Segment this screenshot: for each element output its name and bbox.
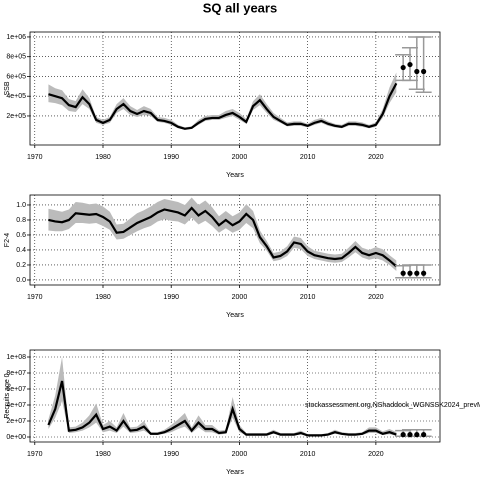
projection-point [414, 68, 420, 75]
y-tick-label: 1e+06 [6, 34, 26, 41]
confidence-band [48, 197, 397, 271]
y-tick-label: 8e+05 [6, 54, 26, 61]
x-axis-label: Years [226, 312, 244, 319]
x-tick-label: 2000 [232, 154, 248, 161]
figure-title: SQ all years [203, 0, 277, 15]
x-tick-label: 1990 [163, 451, 179, 458]
x-axis-label: Years [226, 172, 244, 179]
y-tick-label: 1.0 [16, 202, 26, 209]
plot-frame [29, 194, 441, 286]
y-tick-label: 0.0 [16, 277, 26, 284]
y-axis-label: Recruits age 0 [4, 373, 11, 418]
projection-point [400, 270, 406, 276]
x-tick-label: 2000 [232, 451, 248, 458]
projection-point [407, 270, 413, 276]
y-tick-label: 1e+08 [6, 354, 26, 361]
y-tick-label: 8e+07 [6, 370, 26, 377]
projection-point [414, 270, 420, 276]
x-tick-label: 1980 [95, 154, 111, 161]
projection-point [414, 432, 420, 438]
annotation: stockassessment.org,NShaddock_WGNSSK2024… [305, 402, 480, 409]
y-tick-label: 0e+00 [6, 434, 26, 441]
y-axis-label: F2-4 [4, 233, 11, 248]
y-axis-label: SSB [4, 81, 11, 95]
x-tick-label: 1970 [27, 294, 43, 301]
x-tick-label: 2020 [368, 451, 384, 458]
y-tick-label: 2e+05 [6, 113, 26, 120]
projection-point [421, 270, 427, 276]
x-tick-label: 2020 [368, 294, 384, 301]
plot-frame [29, 31, 441, 146]
projection-point [421, 432, 427, 438]
y-tick-label: 0.4 [16, 247, 26, 254]
x-tick-label: 2020 [368, 154, 384, 161]
estimate-line [47, 380, 397, 437]
y-tick-label: 2e+07 [6, 418, 26, 425]
projection-point [407, 432, 413, 438]
projection-point [400, 432, 406, 438]
x-axis-label: Years [226, 469, 244, 476]
projection-point [400, 64, 406, 71]
x-tick-label: 1990 [163, 294, 179, 301]
x-tick-label: 1970 [27, 154, 43, 161]
plot-frame [29, 349, 441, 443]
y-tick-label: 6e+07 [6, 386, 26, 393]
x-tick-label: 1980 [95, 451, 111, 458]
x-tick-label: 2000 [232, 294, 248, 301]
y-tick-label: 0.8 [16, 217, 26, 224]
y-tick-label: 4e+07 [6, 402, 26, 409]
y-tick-label: 4e+05 [6, 93, 26, 100]
estimate-line [48, 82, 398, 130]
x-tick-label: 2010 [300, 154, 316, 161]
x-tick-label: 2010 [300, 294, 316, 301]
y-tick-label: 6e+05 [6, 73, 26, 80]
y-tick-label: 0.6 [16, 232, 26, 239]
estimate-line [48, 206, 398, 268]
x-tick-label: 1980 [95, 294, 111, 301]
projection-point [421, 68, 427, 75]
x-tick-label: 1970 [27, 451, 43, 458]
x-tick-label: 2010 [300, 451, 316, 458]
projection-point [407, 61, 413, 68]
confidence-band [48, 72, 397, 130]
y-tick-label: 0.2 [16, 262, 26, 269]
x-tick-label: 1990 [163, 154, 179, 161]
